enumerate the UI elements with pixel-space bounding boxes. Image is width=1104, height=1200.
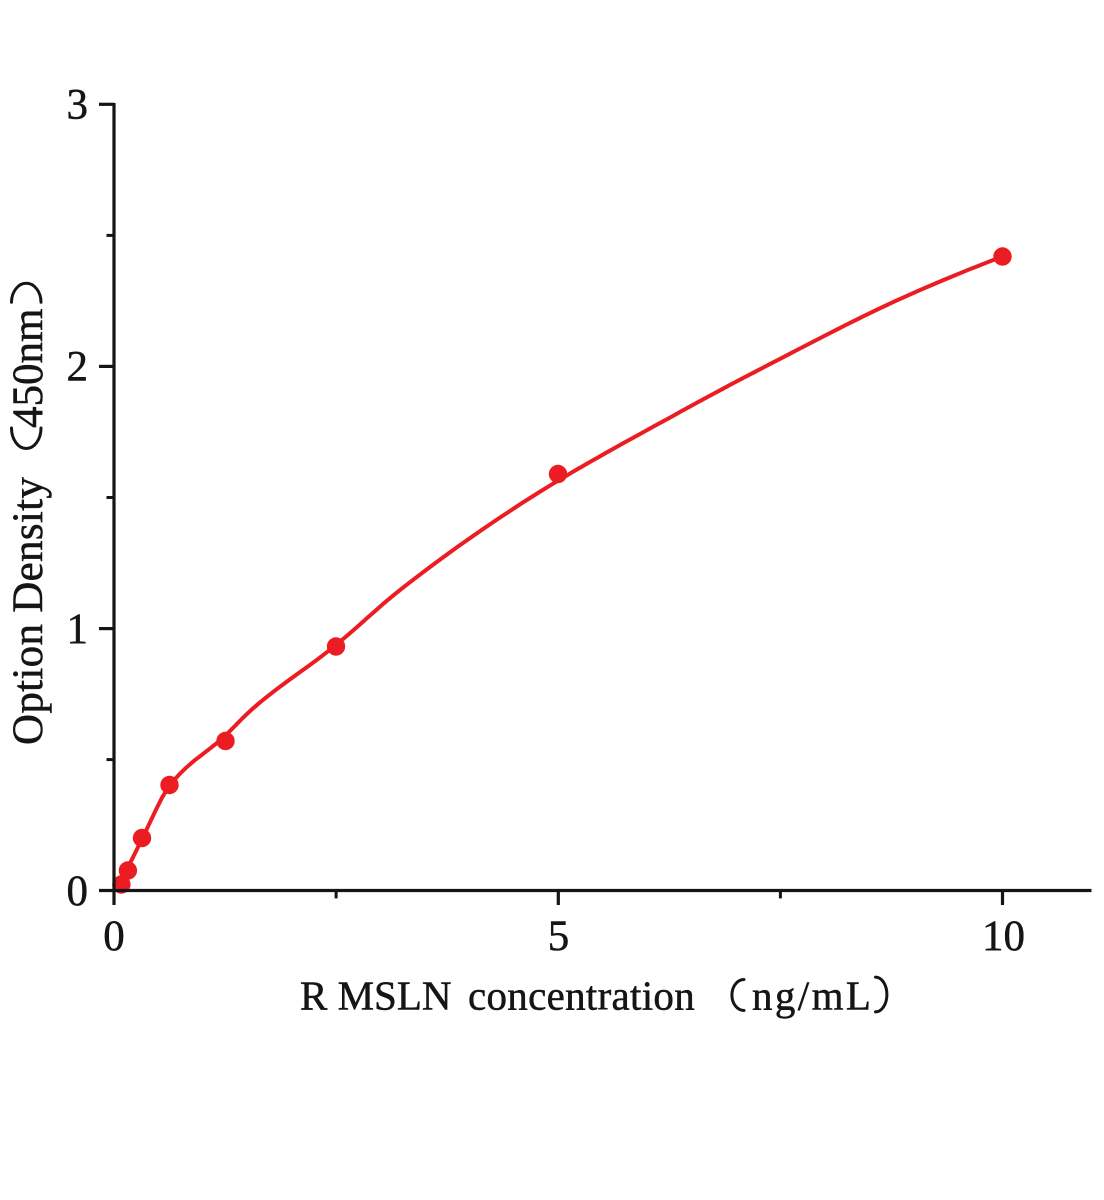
svg-text:3: 3: [67, 82, 89, 129]
svg-text:Option Density450nm: Option Density450nm: [5, 309, 52, 745]
svg-text:1: 1: [67, 606, 89, 653]
svg-text:2: 2: [67, 344, 89, 391]
svg-text:0: 0: [103, 913, 125, 960]
svg-text:10: 10: [982, 913, 1025, 960]
svg-text:0: 0: [67, 868, 89, 915]
svg-text:5: 5: [548, 913, 570, 960]
